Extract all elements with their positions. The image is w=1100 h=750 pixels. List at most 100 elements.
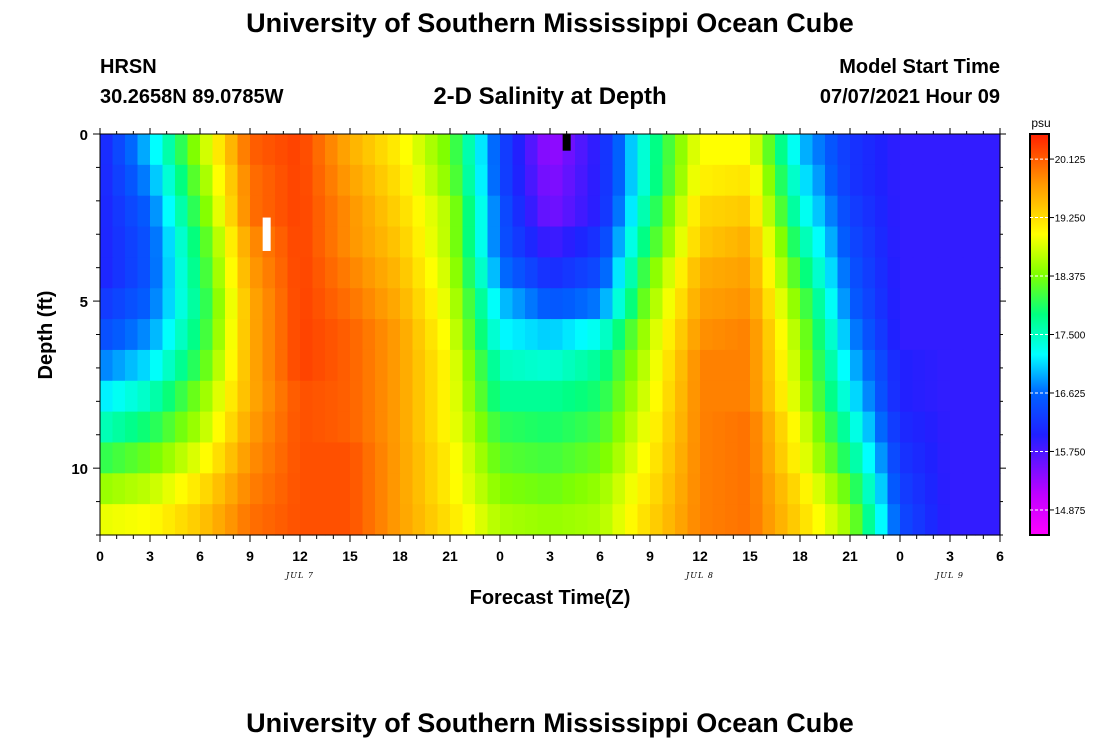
heatmap-cell (600, 319, 614, 351)
x-tick-label: 9 (646, 548, 654, 564)
heatmap-cell (312, 473, 326, 505)
heatmap-cell (250, 411, 264, 444)
heatmap-cell (662, 411, 676, 444)
heatmap-cell (362, 257, 376, 289)
heatmap-cell (812, 504, 826, 536)
heatmap-cell (675, 257, 689, 289)
heatmap-cell (112, 411, 126, 444)
heatmap-cell (475, 319, 489, 351)
heatmap-cell (387, 411, 401, 444)
heatmap-cell (412, 380, 426, 413)
heatmap-cell (637, 164, 651, 197)
heatmap-cell (587, 380, 601, 413)
heatmap-cell (512, 257, 526, 289)
heatmap-cell (150, 134, 164, 166)
heatmap-cell (525, 319, 539, 351)
heatmap-cell (475, 195, 489, 228)
heatmap-cell (662, 134, 676, 166)
heatmap-cell (800, 257, 814, 289)
heatmap-cell (537, 504, 551, 536)
heatmap-cell (137, 164, 151, 197)
y-tick-label: 10 (71, 461, 88, 478)
heatmap-cell (925, 380, 939, 413)
heatmap-cell (225, 257, 239, 289)
heatmap-cell (312, 504, 326, 536)
heatmap-cell (712, 195, 726, 228)
heatmap-cell (825, 134, 839, 166)
heatmap-cell (787, 134, 801, 166)
heatmap-cell (750, 380, 764, 413)
heatmap-cell (412, 257, 426, 289)
heatmap-cell (462, 195, 476, 228)
heatmap-cell (187, 349, 201, 382)
heatmap-cell (312, 380, 326, 413)
heatmap-cell (862, 319, 876, 351)
heatmap-cell (425, 319, 439, 351)
heatmap-cell (562, 442, 576, 474)
heatmap-cell (250, 504, 264, 536)
heatmap-cell (512, 349, 526, 382)
heatmap-cell (375, 349, 389, 382)
heatmap-cell (875, 257, 889, 289)
heatmap-cell (837, 380, 851, 413)
heatmap-cell (287, 442, 301, 474)
heatmap-cell (712, 504, 726, 536)
heatmap-cell (425, 257, 439, 289)
heatmap-cell (562, 349, 576, 382)
heatmap-cell (325, 473, 339, 505)
heatmap-cell (425, 442, 439, 474)
heatmap-cells (100, 134, 1001, 536)
chart-subtitle: 2-D Salinity at Depth (433, 83, 667, 110)
heatmap-cell (562, 257, 576, 289)
heatmap-cell (512, 411, 526, 444)
heatmap-cell (700, 380, 714, 413)
heatmap-cell (650, 504, 664, 536)
colorbar: psu 14.875 15.750 16.625 17.500 18.375 19.250… (1029, 116, 1086, 536)
heatmap-cell (387, 257, 401, 289)
heatmap-cell (512, 442, 526, 474)
heatmap-cell (350, 473, 364, 505)
heatmap-cell (275, 380, 289, 413)
y-tick-label: 5 (80, 294, 88, 311)
heatmap-cell (875, 411, 889, 444)
heatmap-cell (887, 442, 901, 474)
heatmap-cell (650, 164, 664, 197)
heatmap-cell (725, 226, 739, 258)
heatmap-cell (850, 380, 864, 413)
heatmap-cell (212, 195, 226, 228)
heatmap-cell (450, 195, 464, 228)
heatmap-cell (225, 319, 239, 351)
heatmap-cell (137, 195, 151, 228)
heatmap-cell (687, 319, 701, 351)
x-tick-label: 3 (146, 548, 154, 564)
heatmap-cell (962, 226, 976, 258)
heatmap-cell (575, 473, 589, 505)
heatmap-cell (762, 195, 776, 228)
heatmap-cell (287, 164, 301, 197)
heatmap-cell (675, 226, 689, 258)
heatmap-cell (450, 226, 464, 258)
heatmap-cell (587, 411, 601, 444)
heatmap-cell (725, 134, 739, 166)
heatmap-cell (275, 411, 289, 444)
heatmap-cell (850, 195, 864, 228)
heatmap-cell (912, 473, 926, 505)
heatmap-cell (237, 288, 251, 320)
heatmap-cell (675, 442, 689, 474)
heatmap-cell (462, 380, 476, 413)
heatmap-cell (250, 195, 264, 228)
x-tick-label: 15 (342, 548, 358, 564)
heatmap-cell (837, 226, 851, 258)
heatmap-cell (362, 134, 376, 166)
heatmap-cell (775, 349, 789, 382)
heatmap-cell (837, 257, 851, 289)
heatmap-cell (962, 195, 976, 228)
heatmap-cell (650, 411, 664, 444)
heatmap-cell (437, 473, 451, 505)
heatmap-cell (187, 134, 201, 166)
heatmap-cell (637, 257, 651, 289)
heatmap-cell (312, 226, 326, 258)
heatmap-cell (912, 504, 926, 536)
heatmap-cell (425, 134, 439, 166)
heatmap-cell (537, 442, 551, 474)
